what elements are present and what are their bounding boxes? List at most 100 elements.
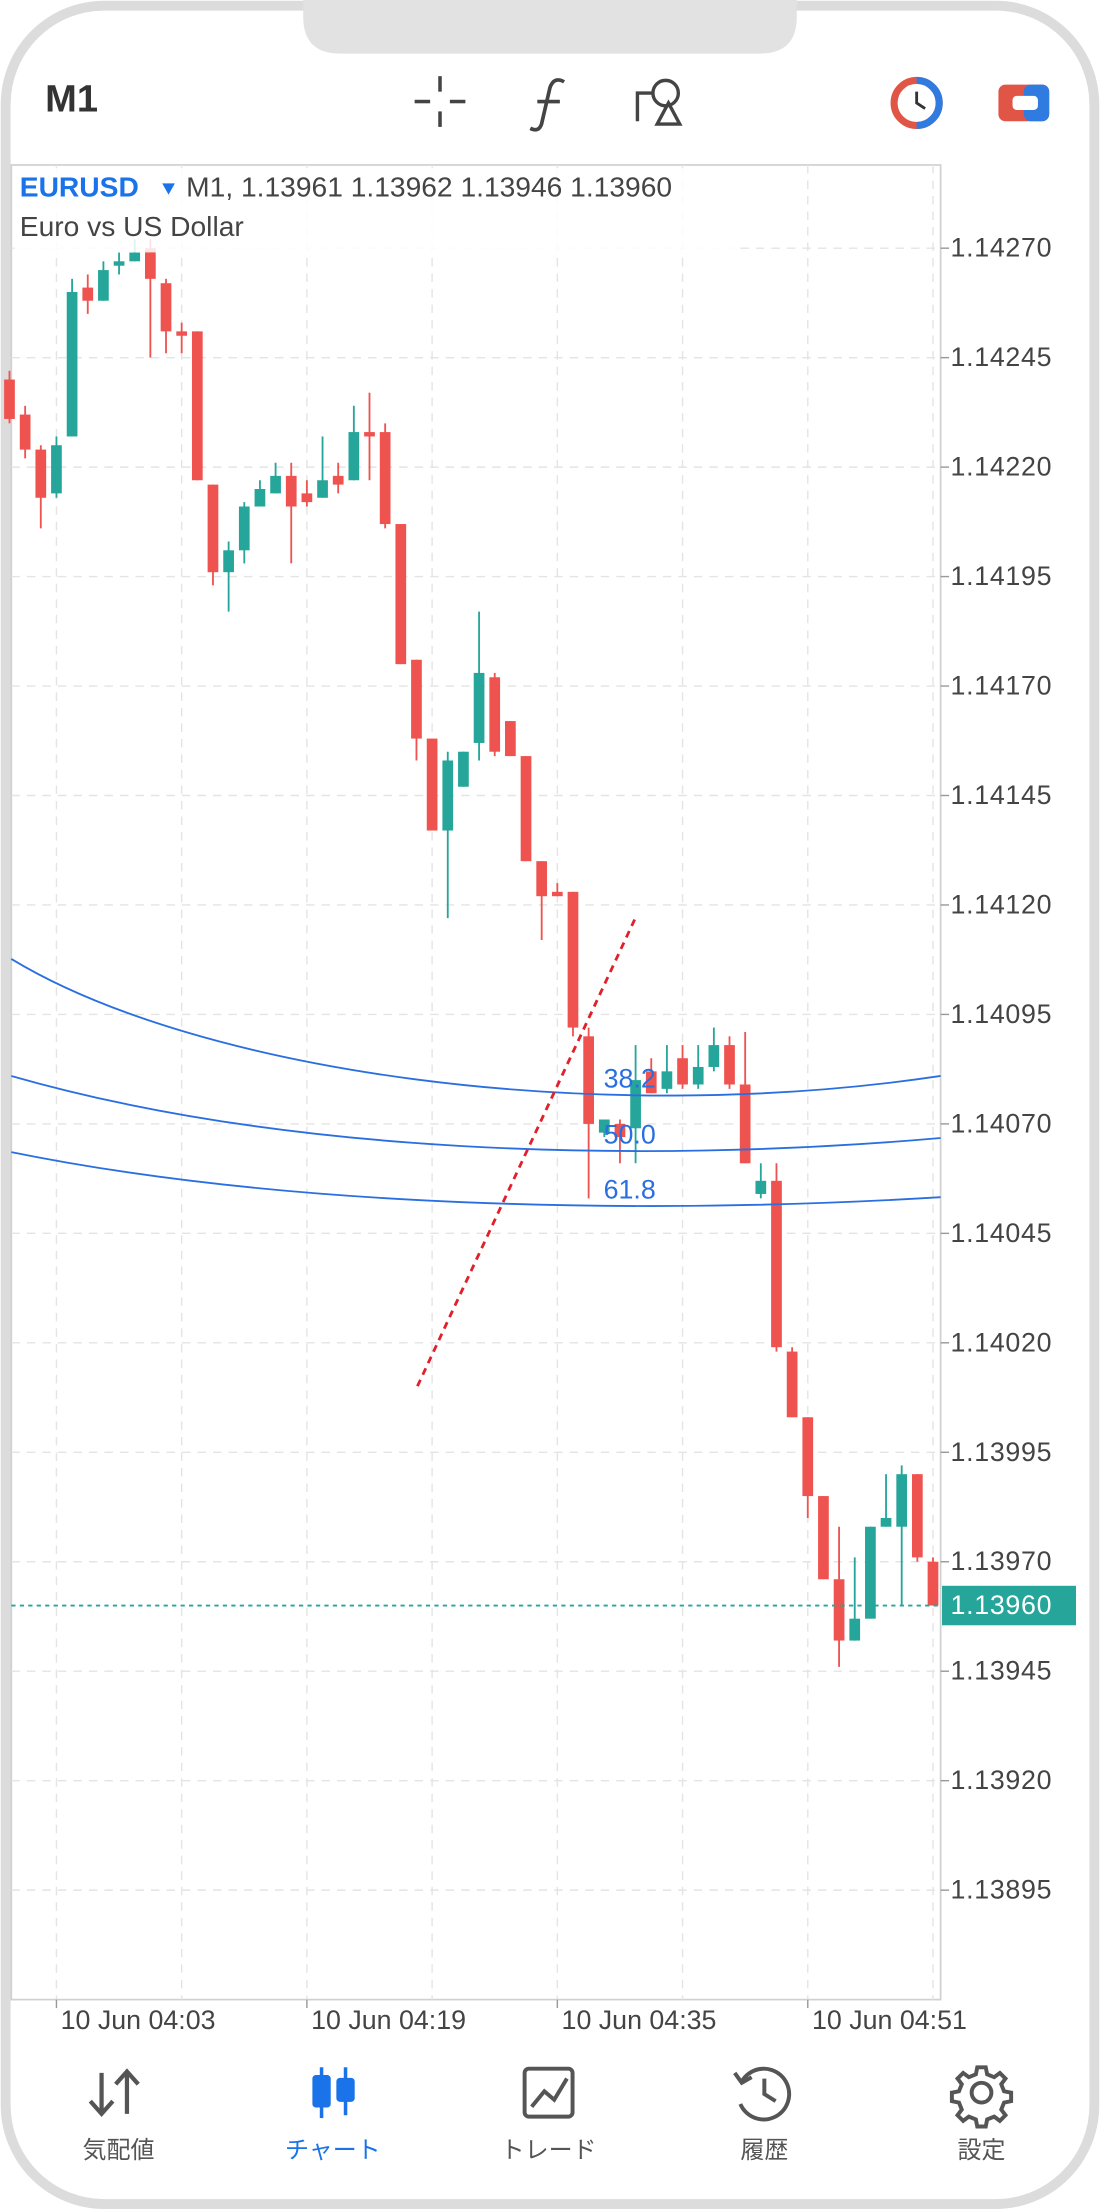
y-tick-label: 1.14120 xyxy=(950,889,1052,919)
candles xyxy=(4,239,939,1667)
objects-icon[interactable] xyxy=(635,78,683,126)
candle-body xyxy=(364,432,375,437)
nav-label: 履歴 xyxy=(740,2137,788,2164)
settings-icon xyxy=(949,2065,1014,2129)
candle-body xyxy=(411,659,422,739)
fibonacci-arcs xyxy=(10,958,941,1207)
nav-history[interactable]: 履歴 xyxy=(733,2066,792,2165)
header-bg xyxy=(14,167,734,253)
indicator-icon[interactable] xyxy=(529,78,566,132)
fib-label: 38.2 xyxy=(604,1063,656,1093)
current-price-bg xyxy=(942,1585,1076,1626)
candle-body xyxy=(113,261,125,266)
y-tick-label: 1.13895 xyxy=(950,1875,1052,1905)
fib-arc xyxy=(11,1151,941,1207)
candle-body xyxy=(833,1579,845,1641)
candle-body xyxy=(505,721,516,757)
candle-body xyxy=(160,283,172,332)
fib-arc xyxy=(10,958,941,1097)
candle-body xyxy=(82,287,94,301)
candle-body xyxy=(583,1036,594,1124)
candle-body xyxy=(35,449,47,498)
nav-chart[interactable]: チャート xyxy=(285,2067,381,2164)
one-click-icon[interactable] xyxy=(890,76,943,130)
y-tick-label: 1.14145 xyxy=(950,780,1052,810)
candle-body xyxy=(223,550,234,573)
candle-body xyxy=(145,248,156,279)
candle-body xyxy=(129,252,141,262)
nav-trade[interactable]: トレード xyxy=(501,2066,597,2165)
candle-body xyxy=(739,1084,751,1164)
candle-body xyxy=(818,1496,829,1580)
candle-body xyxy=(896,1474,908,1527)
candle-body xyxy=(598,1119,610,1133)
chart-frame xyxy=(10,164,942,2001)
y-tick-label: 1.13995 xyxy=(950,1437,1052,1467)
y-tick-label: 1.14270 xyxy=(950,233,1052,263)
fib-label: 50.0 xyxy=(604,1120,656,1150)
candle-body xyxy=(301,493,313,503)
y-tick-label: 1.14245 xyxy=(950,342,1052,372)
candle-body xyxy=(771,1180,782,1348)
history-icon xyxy=(733,2066,792,2122)
y-tick-label: 1.14220 xyxy=(950,452,1052,482)
candle-body xyxy=(661,1071,673,1089)
notch xyxy=(303,0,797,54)
candle-body xyxy=(254,489,266,507)
candle-body xyxy=(191,331,203,481)
crosshair-icon[interactable] xyxy=(414,76,466,127)
candle-body xyxy=(708,1045,720,1067)
candle-body xyxy=(755,1180,767,1194)
symbol[interactable]: EURUSD xyxy=(20,170,139,202)
trade-nav-icon xyxy=(522,2066,575,2119)
fib-trend-line xyxy=(416,916,638,1387)
ohlc-info: M1, 1.13961 1.13962 1.13946 1.13960 xyxy=(186,170,672,202)
nav-label: 設定 xyxy=(958,2137,1006,2164)
nav-quotes[interactable]: 気配値 xyxy=(83,2068,155,2165)
candle-body xyxy=(786,1351,798,1418)
y-tick-label: 1.14095 xyxy=(950,999,1052,1029)
candle-body xyxy=(66,291,78,437)
candle-body xyxy=(536,861,548,897)
candle-body xyxy=(379,432,391,525)
candle-body xyxy=(520,756,532,862)
y-tick-label: 1.14170 xyxy=(950,671,1052,701)
current-price-label: 1.13960 xyxy=(950,1590,1052,1620)
y-tick-label: 1.13970 xyxy=(950,1546,1052,1576)
candle-body xyxy=(551,891,563,897)
candle-body xyxy=(285,475,297,507)
candle-body xyxy=(207,484,219,573)
quotes-icon xyxy=(88,2068,140,2118)
nav-label: トレード xyxy=(501,2137,597,2164)
candle-body xyxy=(677,1058,688,1085)
candle-body xyxy=(630,1080,641,1129)
candle-body xyxy=(614,1123,626,1138)
candle-body xyxy=(19,414,31,450)
y-tick-label: 1.14020 xyxy=(950,1327,1052,1357)
symbol-dropdown[interactable] xyxy=(162,183,175,195)
nav-settings[interactable]: 設定 xyxy=(949,2065,1014,2164)
candle-body xyxy=(849,1618,861,1641)
candle-body xyxy=(426,738,438,831)
candle-body xyxy=(51,445,62,494)
candle-body xyxy=(489,677,501,752)
trade-icon[interactable] xyxy=(998,84,1050,122)
candle-body xyxy=(348,432,360,481)
chart-icon xyxy=(312,2067,355,2119)
candle-body xyxy=(458,751,469,787)
timeframe[interactable]: M1 xyxy=(45,79,98,121)
candle-body xyxy=(176,331,188,336)
candle-body xyxy=(724,1045,735,1085)
candle-body xyxy=(911,1474,923,1558)
candle-body xyxy=(270,475,281,494)
x-tick-label: 10 Jun 04:19 xyxy=(311,2005,466,2035)
candle-body xyxy=(473,672,485,743)
nav-label: 気配値 xyxy=(83,2137,155,2164)
candle-body xyxy=(567,891,579,1028)
x-tick-label: 10 Jun 04:03 xyxy=(61,2005,216,2035)
y-tick-label: 1.13920 xyxy=(950,1765,1052,1795)
y-tick-label: 1.14070 xyxy=(950,1108,1052,1138)
